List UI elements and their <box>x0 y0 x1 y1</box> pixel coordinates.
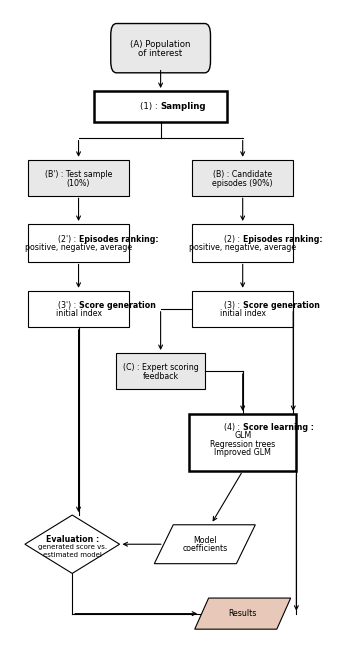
Text: episodes (90%): episodes (90%) <box>213 179 273 188</box>
Text: estimated model: estimated model <box>43 551 102 558</box>
Text: (4) :: (4) : <box>224 423 243 432</box>
Bar <box>192 291 293 327</box>
Text: (A) Population: (A) Population <box>130 41 191 50</box>
Text: (B) : Candidate: (B) : Candidate <box>213 170 272 179</box>
Text: coefficients: coefficients <box>182 544 227 553</box>
Text: (10%): (10%) <box>67 179 90 188</box>
Text: initial index: initial index <box>220 309 266 318</box>
Text: GLM: GLM <box>234 432 251 440</box>
Bar <box>28 291 129 327</box>
Text: positive, negative, average: positive, negative, average <box>25 243 132 252</box>
Text: positive, negative, average: positive, negative, average <box>189 243 296 252</box>
Text: (3') :: (3') : <box>58 301 78 310</box>
Text: Evaluation :: Evaluation : <box>46 535 99 544</box>
Bar <box>192 160 293 196</box>
Text: feedback: feedback <box>143 371 179 381</box>
Text: Model: Model <box>193 536 217 545</box>
Bar <box>28 224 129 262</box>
Bar <box>28 160 129 196</box>
Polygon shape <box>195 598 291 629</box>
Text: initial index: initial index <box>55 309 101 318</box>
Text: Score learning :: Score learning : <box>243 423 314 432</box>
Polygon shape <box>25 515 120 574</box>
Text: generated score vs.: generated score vs. <box>38 545 107 551</box>
Text: Results: Results <box>228 609 257 618</box>
Bar <box>94 91 227 122</box>
Text: (B') : Test sample: (B') : Test sample <box>45 170 112 179</box>
FancyBboxPatch shape <box>111 24 211 73</box>
Text: (2) :: (2) : <box>224 235 243 244</box>
Text: Episodes ranking:: Episodes ranking: <box>78 235 158 244</box>
Text: Score generation: Score generation <box>78 301 155 310</box>
Text: Episodes ranking:: Episodes ranking: <box>243 235 322 244</box>
Bar <box>189 414 296 471</box>
Text: Score generation: Score generation <box>243 301 319 310</box>
Text: (2') :: (2') : <box>58 235 78 244</box>
Bar <box>192 224 293 262</box>
Text: (C) : Expert scoring: (C) : Expert scoring <box>123 364 198 372</box>
Text: Regression trees: Regression trees <box>210 440 275 449</box>
Text: (3) :: (3) : <box>224 301 243 310</box>
Text: Sampling: Sampling <box>161 102 206 111</box>
Polygon shape <box>154 525 255 564</box>
Text: of interest: of interest <box>139 49 183 58</box>
Bar <box>116 353 205 389</box>
Text: Improved GLM: Improved GLM <box>214 448 271 457</box>
Text: (1) :: (1) : <box>140 102 161 111</box>
